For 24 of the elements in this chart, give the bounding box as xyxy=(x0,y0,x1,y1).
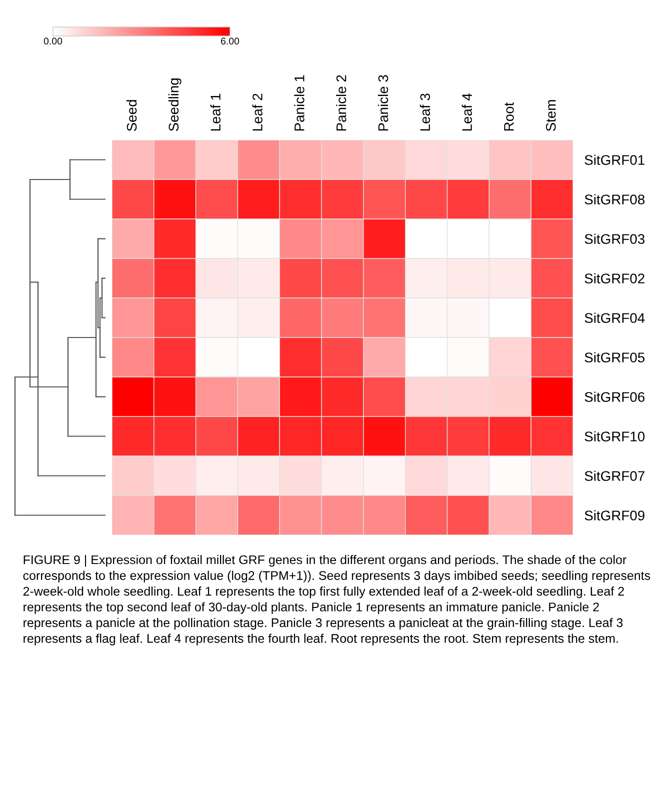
y-tick-label: SitGRF03 xyxy=(584,234,644,244)
y-tick-label: SitGRF10 xyxy=(584,431,645,442)
color-bar-label: 0.00 xyxy=(44,38,62,45)
x-tick-label: Panicle 1 xyxy=(294,75,304,131)
x-tick-label: Leaf 3 xyxy=(420,94,430,131)
y-tick-label: SitGRF01 xyxy=(584,154,644,165)
y-tick-label: SitGRF06 xyxy=(584,392,644,402)
x-tick-label: Seedling xyxy=(168,78,182,132)
y-tick-label: SitGRF07 xyxy=(584,470,644,481)
x-tick-label: Leaf 1 xyxy=(210,94,220,131)
y-tick-label: SitGRF04 xyxy=(584,312,645,323)
x-tick-label: Stem xyxy=(546,100,556,132)
x-tick-label: Panicle 2 xyxy=(336,75,346,131)
y-tick-label: SitGRF02 xyxy=(584,273,644,284)
color-bar-label: 6.00 xyxy=(221,38,240,45)
y-tick-label: SitGRF09 xyxy=(584,510,644,520)
y-tick-label: SitGRF08 xyxy=(584,194,644,204)
x-tick-label: Root xyxy=(504,102,514,131)
x-tick-label: Panicle 3 xyxy=(378,75,388,131)
y-tick-label: SitGRF05 xyxy=(584,352,645,362)
x-tick-label: Seed xyxy=(126,100,137,132)
caption: FIGURE 9 | Expression of foxtail millet GRF genes in the different organs and periods. The shade of the color corresponds to the expression value (log2 (TPM+1)). Seed represents 3 days imbibed seeds; seedling represents 2-week-old whole seedling. Leaf 1 represents the top first fully extended leaf of a 2-week-old seedling. Leaf 2 represents the top second leaf of 30-day-old plants. Panicle 1 represents an immature panicle. Panicle 2 represents a panicle at the pollination stage. Panicle 3 represents a panicleat at the grain-filling stage. Leaf 3 represents a flag leaf. Leaf 4 represents the fourth leaf. Root represents the root. Stem represents the stem. xyxy=(23,555,650,646)
x-tick-label: Leaf 4 xyxy=(462,93,472,131)
x-tick-label: Leaf 2 xyxy=(252,94,262,131)
